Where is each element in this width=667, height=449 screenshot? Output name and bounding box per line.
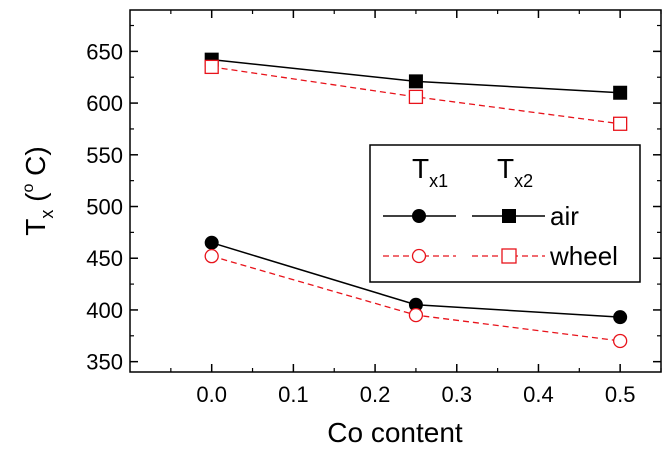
y-axis-title: Tx (o C)	[20, 146, 57, 235]
x-axis-title: Co content	[327, 417, 463, 448]
y-tick-label: 350	[86, 350, 123, 375]
legend-air-marker-1	[412, 209, 426, 223]
y-axis-title-degree: o	[20, 184, 37, 193]
data-point-tx1-wheel	[204, 249, 219, 264]
y-axis-title-main: T	[20, 219, 51, 236]
data-point-tx2-wheel	[408, 89, 424, 105]
y-tick-label: 400	[86, 298, 123, 323]
x-tick-label: 0.1	[278, 382, 309, 407]
y-tick-label: 550	[86, 143, 123, 168]
y-axis-title-unit-end: C)	[20, 146, 51, 183]
data-point-tx2-wheel	[613, 116, 628, 131]
legend-air-label: air	[550, 201, 579, 231]
x-tick-label: 0.3	[441, 382, 472, 407]
y-axis-title-sub: x	[37, 210, 57, 219]
data-point-tx2-air	[408, 74, 423, 89]
data-point-tx1-air	[613, 310, 628, 325]
legend-wheel-marker-1	[411, 248, 427, 264]
legend-col2-header: Tx2	[497, 153, 533, 191]
y-axis-ticks: 350 400 450 500 550 600 650	[86, 24, 661, 375]
series-line-tx2-wheel	[211, 66, 621, 125]
y-axis-title-unit: (	[20, 192, 51, 210]
legend-col1-header: Tx1	[412, 153, 448, 191]
plot-frame	[129, 9, 662, 373]
y-tick-label: 650	[86, 39, 123, 64]
x-axis-ticks: 0.0 0.1 0.2 0.3 0.4 0.5	[170, 10, 662, 407]
x-tick-label: 0.2	[360, 382, 391, 407]
x-tick-label: 0.4	[523, 382, 554, 407]
data-point-tx1-wheel	[613, 333, 628, 349]
legend-air-marker-2	[502, 209, 516, 223]
data-point-tx1-wheel	[408, 307, 424, 323]
legend-wheel-label: wheel	[549, 241, 618, 271]
legend: Tx1 Tx2 air wheel	[369, 144, 641, 283]
data-point-tx1-air	[204, 235, 219, 250]
data-point-tx1-air	[408, 297, 423, 312]
x-tick-label: 0.0	[196, 382, 227, 407]
y-tick-label: 600	[86, 91, 123, 116]
y-tick-label: 450	[86, 246, 123, 271]
legend-wheel-marker-2	[501, 248, 517, 264]
data-point-tx2-wheel	[204, 59, 219, 75]
data-point-tx2-air	[613, 85, 628, 100]
y-tick-label: 500	[86, 195, 123, 220]
series-layer	[204, 52, 628, 349]
x-tick-label: 0.5	[605, 382, 636, 407]
